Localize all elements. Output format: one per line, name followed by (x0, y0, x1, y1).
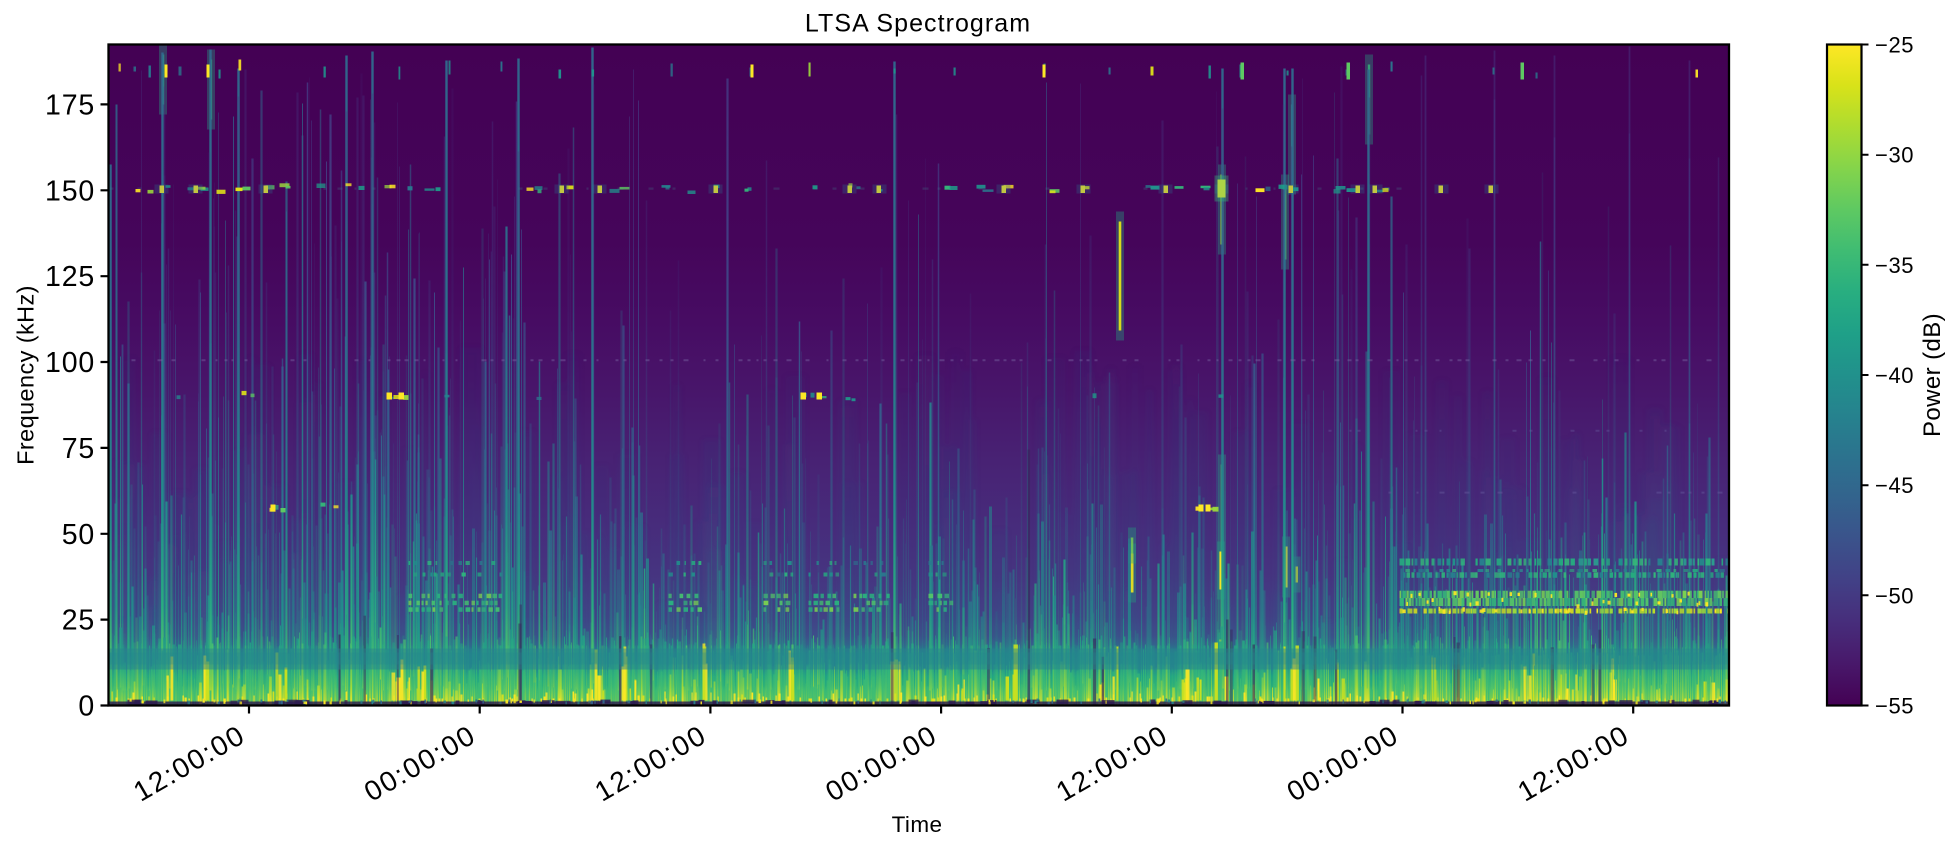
svg-text:−30: −30 (1875, 143, 1914, 168)
svg-text:00:00:00: 00:00:00 (1282, 719, 1404, 808)
svg-text:Time: Time (892, 812, 943, 837)
svg-text:75: 75 (62, 433, 95, 465)
svg-text:LTSA Spectrogram: LTSA Spectrogram (805, 10, 1031, 38)
svg-text:175: 175 (45, 89, 95, 121)
svg-text:Frequency (kHz): Frequency (kHz) (13, 285, 39, 465)
svg-text:00:00:00: 00:00:00 (359, 719, 481, 808)
svg-text:25: 25 (62, 605, 95, 637)
svg-text:125: 125 (45, 261, 95, 293)
svg-text:−25: −25 (1875, 33, 1914, 58)
svg-text:−55: −55 (1875, 694, 1914, 719)
svg-text:−35: −35 (1875, 253, 1914, 278)
svg-text:150: 150 (45, 175, 95, 207)
svg-text:0: 0 (78, 691, 95, 723)
svg-text:100: 100 (45, 347, 95, 379)
svg-text:50: 50 (62, 519, 95, 551)
svg-text:Power (dB): Power (dB) (1919, 313, 1946, 437)
svg-text:−50: −50 (1875, 583, 1914, 608)
svg-text:−45: −45 (1875, 473, 1914, 498)
svg-text:12:00:00: 12:00:00 (1051, 719, 1173, 808)
svg-text:12:00:00: 12:00:00 (590, 719, 712, 808)
svg-text:12:00:00: 12:00:00 (128, 719, 250, 808)
svg-text:−40: −40 (1875, 363, 1914, 388)
svg-text:12:00:00: 12:00:00 (1512, 719, 1634, 808)
svg-text:00:00:00: 00:00:00 (820, 719, 942, 808)
